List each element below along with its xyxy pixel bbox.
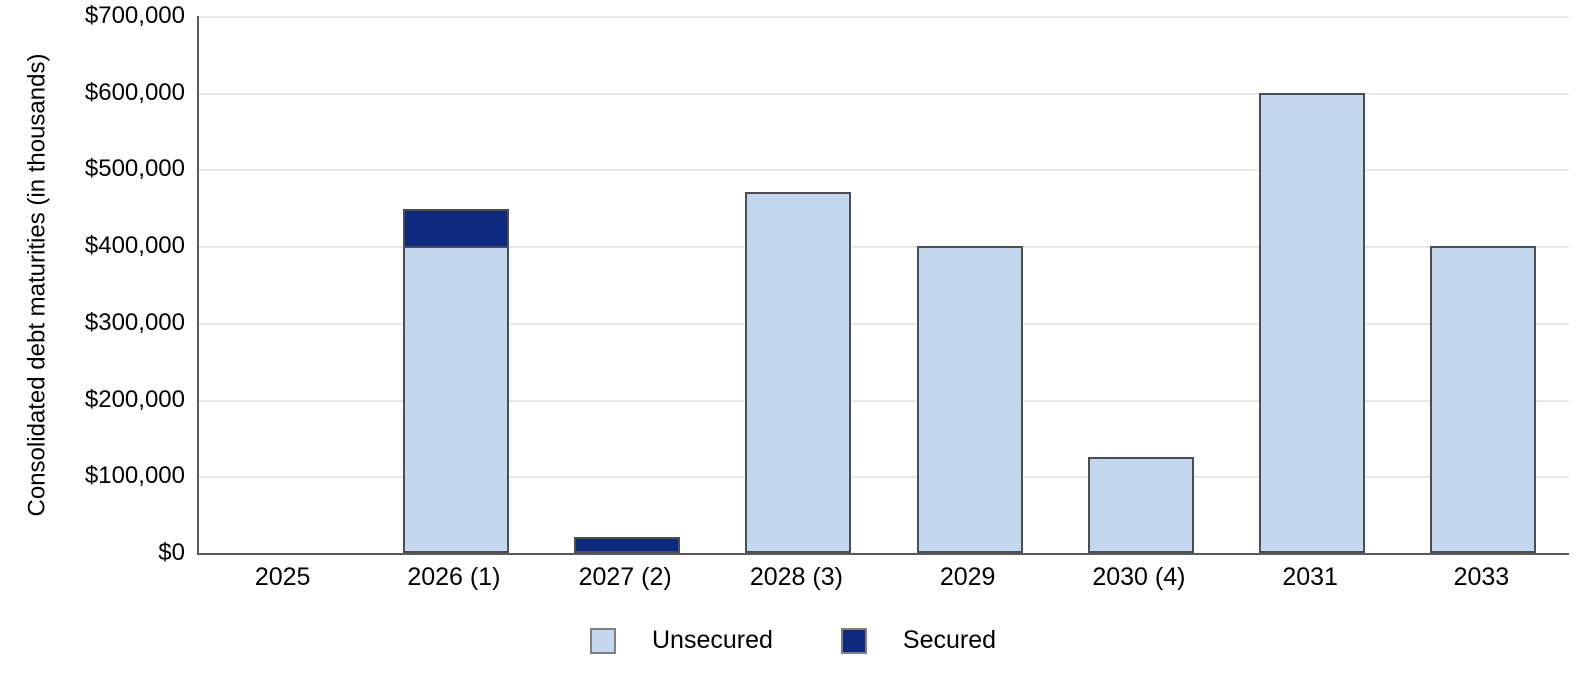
bar-2031-unsecured [1259,92,1366,553]
x-label-2030-4: 2030 (4) [1092,563,1186,591]
y-tick-label-200000: $200,000 [84,385,185,413]
gridline-400000 [199,246,1569,249]
legend-item-unsecured: Unsecured [589,626,773,655]
bar-2029-unsecured [916,246,1023,553]
x-label-2026-1: 2026 (1) [407,563,501,591]
legend-swatch-unsecured [589,627,616,654]
y-tick-label-600000: $600,000 [84,78,185,106]
legend-label-unsecured: Unsecured [651,626,773,654]
bar-2026-1-unsecured [402,246,509,553]
gridline-600000 [199,92,1569,95]
gridline-200000 [199,399,1569,402]
x-label-2031: 2031 [1282,563,1338,591]
legend-item-secured: Secured [840,626,997,655]
x-label-2025: 2025 [254,563,311,591]
y-tick-label-400000: $400,000 [84,232,185,260]
x-label-2029: 2029 [939,563,996,591]
legend-swatch-secured [840,627,867,654]
bar-2028-3-unsecured [745,192,852,553]
bar-2030-4-unsecured [1087,457,1194,553]
bar-2027-2-secured [574,536,681,553]
y-tick-label-500000: $500,000 [84,155,185,183]
plot-area [197,16,1569,555]
gridline-700000 [199,16,1569,18]
x-label-2033: 2033 [1453,563,1510,591]
bar-2033-unsecured [1430,246,1537,553]
y-tick-label-100000: $100,000 [84,462,185,490]
y-tick-label-700000: $700,000 [84,2,185,29]
bar-2026-1-secured [402,209,509,249]
legend: Unsecured Secured [0,626,1586,655]
gridline-500000 [199,169,1569,172]
gridline-300000 [199,322,1569,325]
legend-label-secured: Secured [902,626,997,654]
gridline-100000 [199,476,1569,479]
y-tick-label-0: $0 [158,539,185,566]
y-tick-label-300000: $300,000 [84,308,185,336]
x-label-2028-3: 2028 (3) [749,563,843,591]
x-label-2027-2: 2027 (2) [578,563,672,591]
